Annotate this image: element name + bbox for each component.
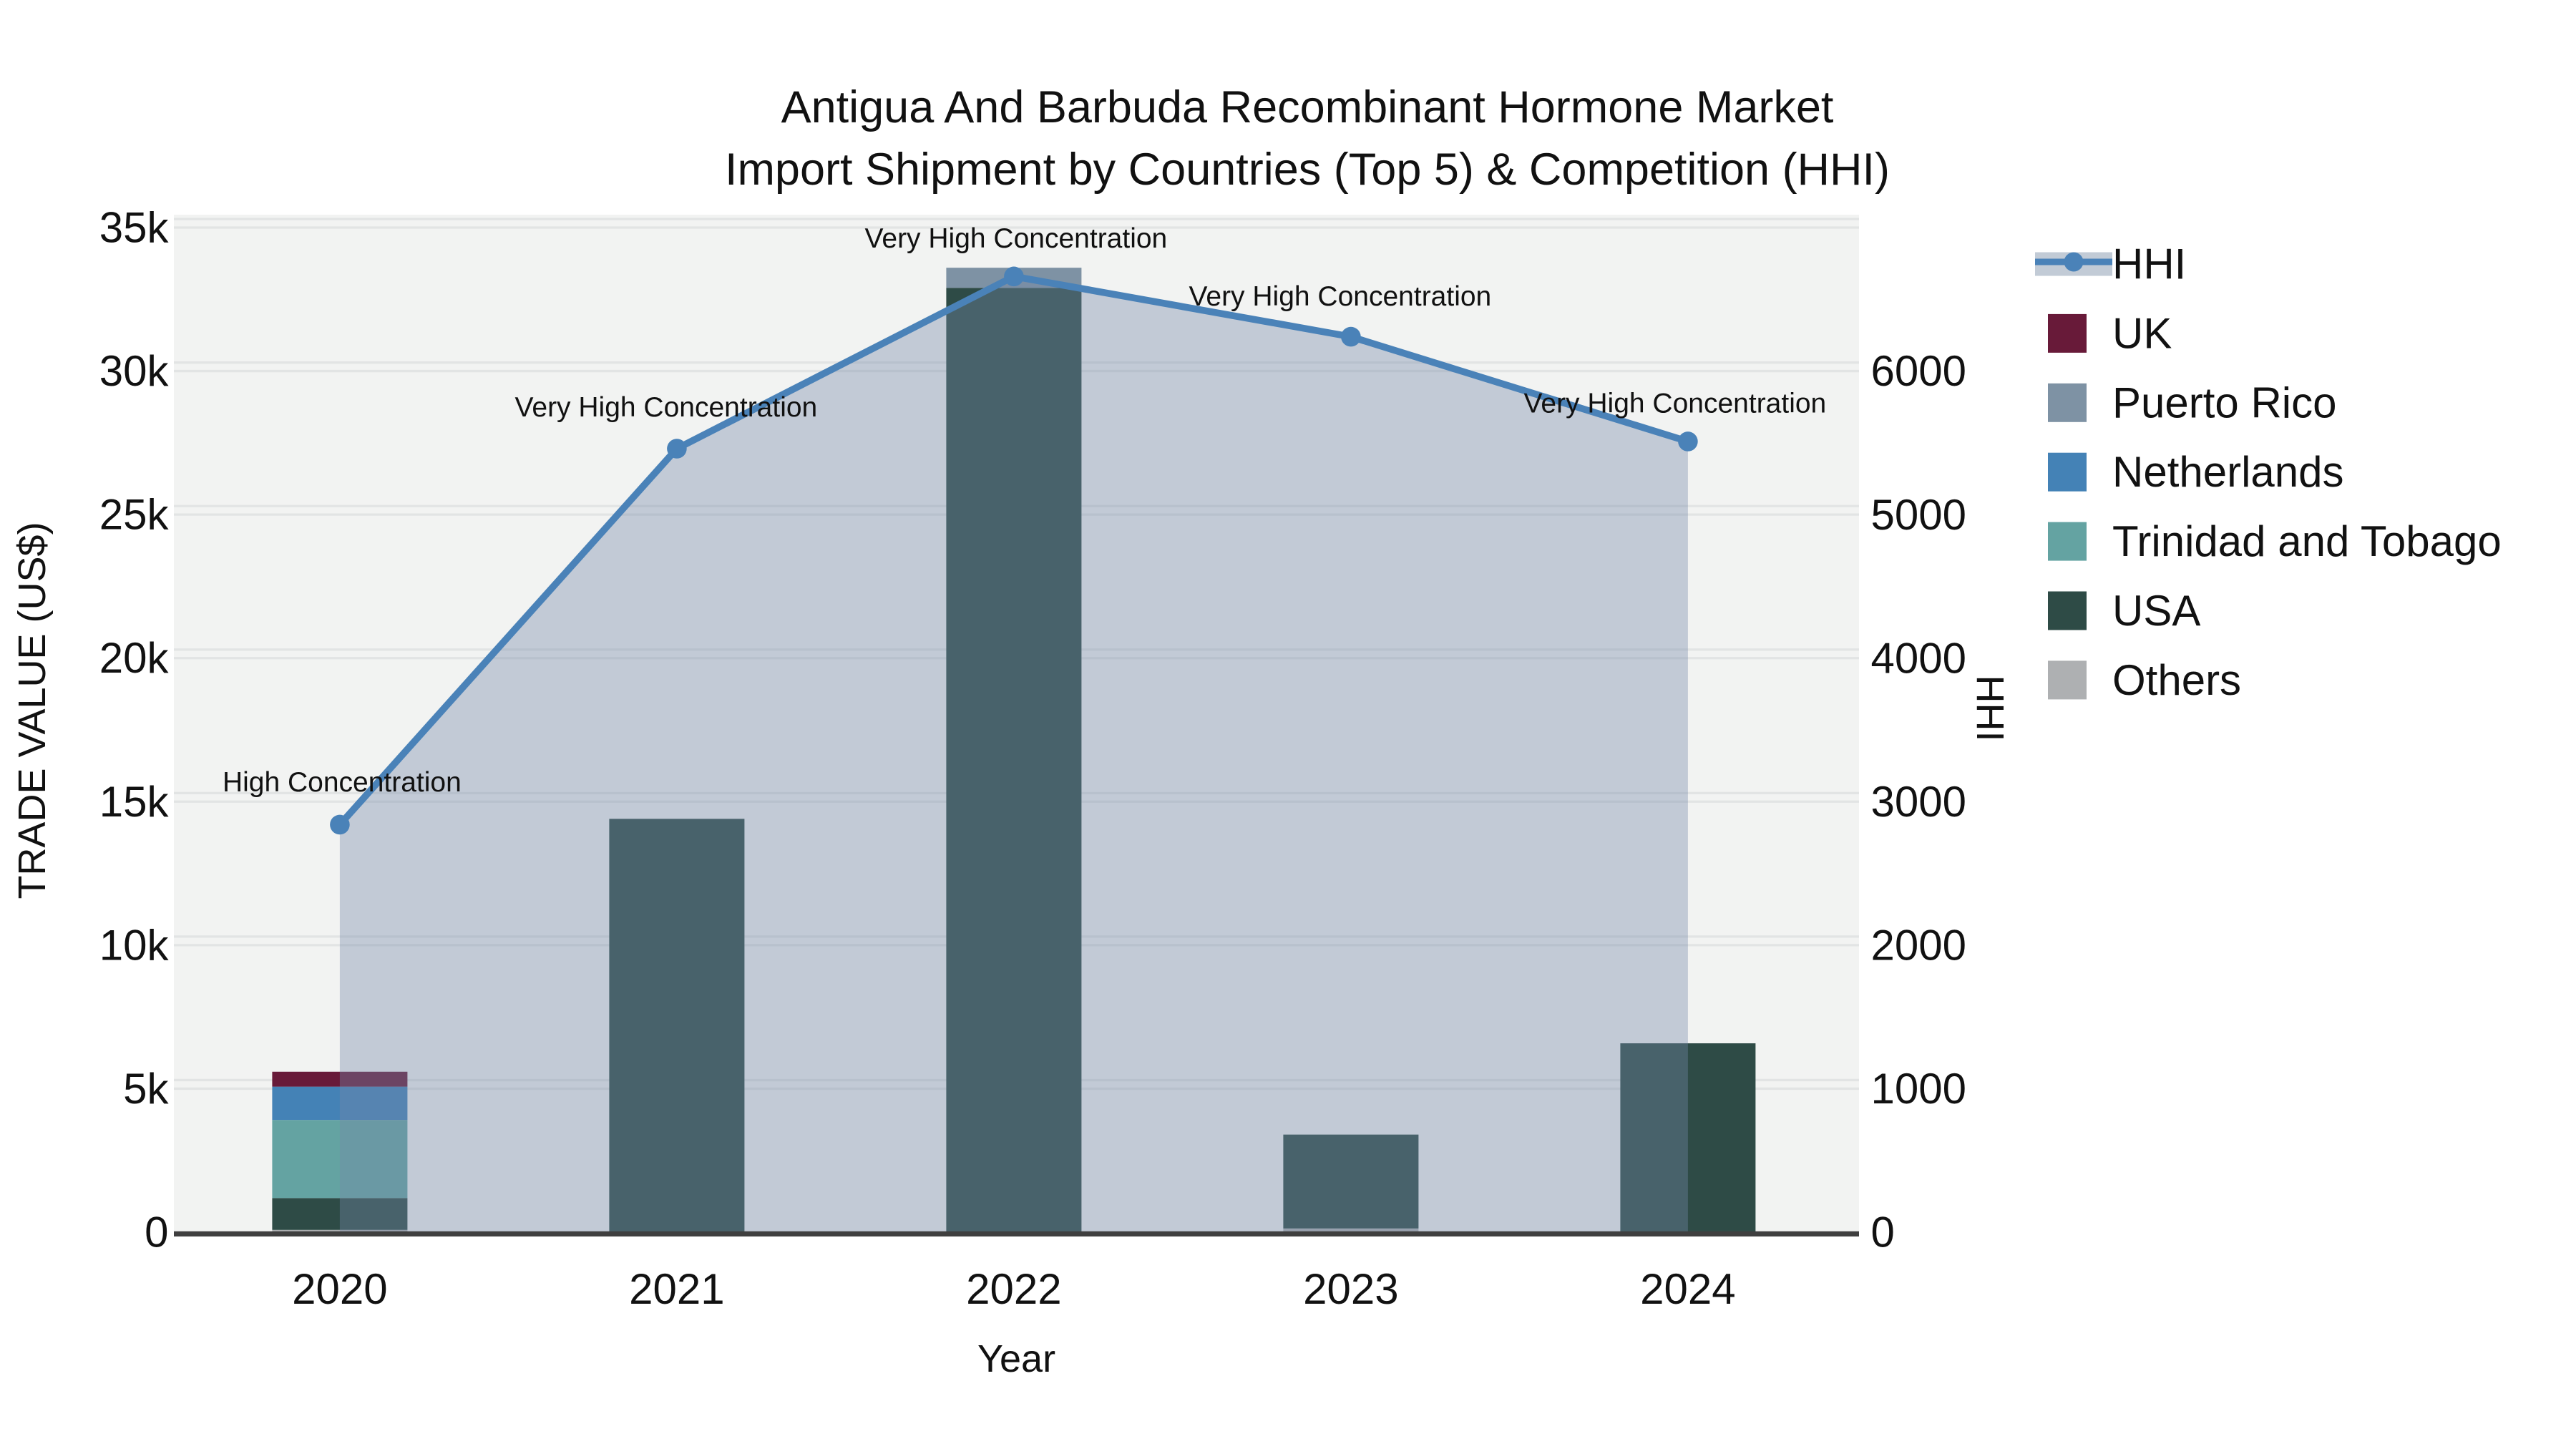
- legend-label: Netherlands: [2112, 448, 2344, 496]
- y2-tick-label: 1000: [1871, 1065, 1966, 1113]
- annotation-2024: Very High Concentration: [1524, 388, 1827, 419]
- y-tick-label: 0: [145, 1209, 168, 1257]
- x-tick-label-2024: 2024: [1640, 1265, 1735, 1313]
- x-tick-label-2021: 2021: [629, 1265, 724, 1313]
- y2-tick-label: 4000: [1871, 634, 1966, 682]
- hhi-legend-marker-icon: [2064, 252, 2084, 272]
- bar-segment-netherlands-2020[interactable]: [272, 1086, 408, 1121]
- legend-label: USA: [2112, 587, 2200, 635]
- bar-segment-uk-2020[interactable]: [272, 1071, 408, 1087]
- hhi-point-2022[interactable]: [1004, 266, 1024, 287]
- legend-label: HHI: [2112, 240, 2186, 288]
- legend-label: Trinidad and Tobago: [2112, 517, 2502, 565]
- y-tick-label: 5k: [123, 1065, 169, 1113]
- y-tick-label: 10k: [99, 921, 170, 969]
- y2-axis-title: HHI: [1968, 675, 2011, 742]
- legend-swatch-icon: [2048, 313, 2087, 353]
- bar-segment-usa-2023[interactable]: [1283, 1134, 1419, 1229]
- legend-item-usa[interactable]: USA: [2048, 587, 2200, 635]
- bar-segment-usa-2024[interactable]: [1620, 1043, 1756, 1232]
- hhi-point-2021[interactable]: [667, 439, 687, 459]
- x-axis-title: Year: [977, 1337, 1055, 1380]
- chart-title-line1: Antigua And Barbuda Recombinant Hormone …: [781, 82, 1834, 132]
- y-axis-title: TRADE VALUE (US$): [11, 522, 54, 899]
- bar-segment-usa-2020[interactable]: [272, 1198, 408, 1230]
- legend-swatch-icon: [2048, 383, 2087, 422]
- legend-label: UK: [2112, 309, 2172, 357]
- legend-item-netherlands[interactable]: Netherlands: [2048, 448, 2344, 496]
- hhi-point-2024[interactable]: [1678, 431, 1698, 452]
- x-tick-label-2023: 2023: [1303, 1265, 1398, 1313]
- hhi-point-2020[interactable]: [330, 814, 350, 835]
- legend-item-puerto-rico[interactable]: Puerto Rico: [2048, 379, 2336, 426]
- hhi-area: [339, 276, 1688, 1232]
- y-tick-label: 15k: [99, 778, 170, 826]
- y-tick-label: 25k: [99, 491, 170, 539]
- annotation-2022: Very High Concentration: [865, 223, 1168, 254]
- legend-swatch-icon: [2048, 591, 2087, 630]
- y2-tick-label: 3000: [1871, 778, 1966, 826]
- bar-segment-usa-2021[interactable]: [609, 819, 745, 1232]
- legend-item-hhi[interactable]: HHI: [2035, 240, 2186, 288]
- y2-tick-label: 6000: [1871, 347, 1966, 395]
- y2-tick-label: 5000: [1871, 491, 1966, 539]
- annotation-2020: High Concentration: [223, 767, 462, 798]
- chart-title-line2: Import Shipment by Countries (Top 5) & C…: [725, 145, 1890, 195]
- legend-label: Others: [2112, 656, 2241, 704]
- bar-segment-trinidad-and-tobago-2020[interactable]: [272, 1120, 408, 1199]
- x-tick-label-2022: 2022: [966, 1265, 1061, 1313]
- legend-swatch-icon: [2048, 660, 2087, 700]
- annotation-2023: Very High Concentration: [1189, 281, 1492, 312]
- legend-swatch-icon: [2048, 522, 2087, 561]
- y-tick-label: 20k: [99, 634, 170, 682]
- x-tick-label-2020: 2020: [292, 1265, 387, 1313]
- legend-label: Puerto Rico: [2112, 379, 2336, 426]
- hhi-point-2023[interactable]: [1341, 326, 1361, 347]
- bar-segment-usa-2022[interactable]: [946, 288, 1082, 1232]
- annotation-2021: Very High Concentration: [515, 392, 818, 423]
- legend-item-uk[interactable]: UK: [2048, 309, 2172, 357]
- legend-item-others[interactable]: Others: [2048, 656, 2241, 704]
- y2-tick-label: 2000: [1871, 921, 1966, 969]
- bar-segment-others-2020[interactable]: [272, 1229, 408, 1232]
- legend-swatch-icon: [2048, 452, 2087, 492]
- y-tick-label: 35k: [99, 204, 170, 252]
- legend-item-trinidad-and-tobago[interactable]: Trinidad and Tobago: [2048, 517, 2502, 565]
- bar-segment-others-2023[interactable]: [1283, 1228, 1419, 1232]
- y2-tick-label: 0: [1871, 1209, 1895, 1257]
- y-tick-label: 30k: [99, 347, 170, 395]
